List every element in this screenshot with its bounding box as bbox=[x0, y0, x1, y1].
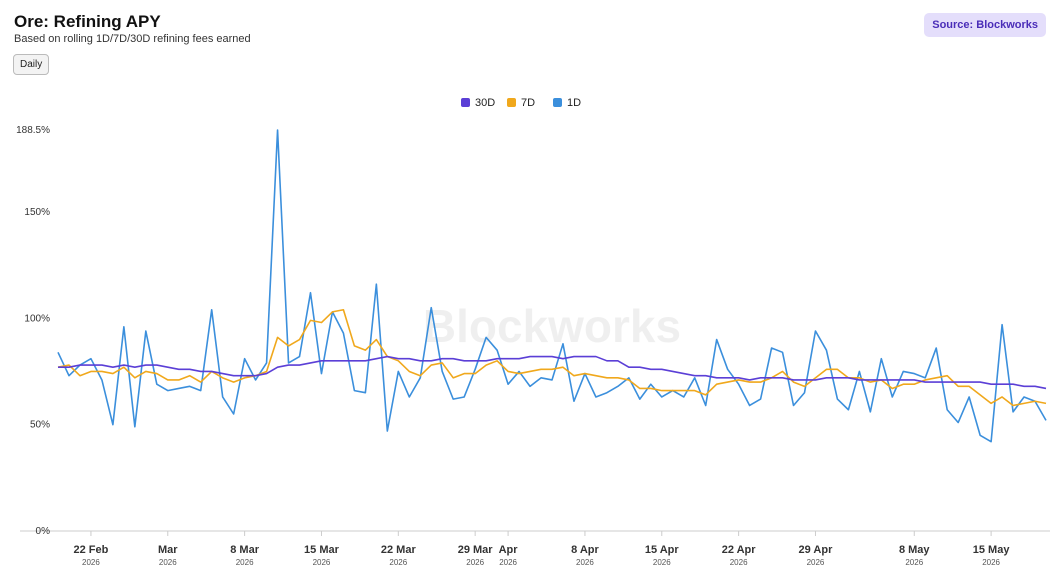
x-tick-label: Mar bbox=[158, 544, 178, 556]
legend-swatch bbox=[461, 98, 470, 107]
legend-label: 30D bbox=[475, 97, 495, 109]
x-tick-label: 15 Mar bbox=[304, 544, 340, 556]
chart-title: Ore: Refining APY bbox=[14, 12, 161, 31]
x-tick-year: 2026 bbox=[730, 558, 748, 567]
source-badge[interactable]: Source: Blockworks bbox=[924, 13, 1046, 37]
y-tick-label: 100% bbox=[24, 313, 50, 324]
x-tick-label: 29 Apr bbox=[799, 544, 834, 556]
x-tick-label: 22 Feb bbox=[74, 544, 109, 556]
x-tick-label: 15 Apr bbox=[645, 544, 680, 556]
x-tick-year: 2026 bbox=[389, 558, 407, 567]
chart-subtitle: Based on rolling 1D/7D/30D refining fees… bbox=[14, 33, 251, 45]
y-tick-label: 150% bbox=[24, 207, 50, 218]
x-tick-year: 2026 bbox=[466, 558, 484, 567]
x-tick-label: 15 May bbox=[973, 544, 1011, 556]
x-tick-label: 29 Mar bbox=[458, 544, 494, 556]
x-tick-label: Apr bbox=[499, 544, 519, 556]
legend-label: 1D bbox=[567, 97, 581, 109]
legend-swatch bbox=[507, 98, 516, 107]
x-tick-label: 8 Apr bbox=[571, 544, 599, 556]
y-tick-label: 0% bbox=[36, 526, 51, 537]
y-tick-label: 50% bbox=[30, 420, 50, 431]
x-tick-year: 2026 bbox=[982, 558, 1000, 567]
x-tick-year: 2026 bbox=[576, 558, 594, 567]
x-tick-year: 2026 bbox=[807, 558, 825, 567]
x-tick-year: 2026 bbox=[905, 558, 923, 567]
series-line bbox=[58, 355, 1047, 390]
x-tick-year: 2026 bbox=[236, 558, 254, 567]
legend-label: 7D bbox=[521, 97, 535, 109]
x-tick-year: 2026 bbox=[159, 558, 177, 567]
x-tick-year: 2026 bbox=[653, 558, 671, 567]
x-tick-year: 2026 bbox=[313, 558, 331, 567]
y-tick-label: 188.5% bbox=[16, 125, 50, 136]
x-tick-label: 22 Mar bbox=[381, 544, 417, 556]
watermark: Blockworks bbox=[423, 300, 681, 352]
x-tick-year: 2026 bbox=[82, 558, 100, 567]
interval-button[interactable]: Daily bbox=[13, 54, 50, 75]
series-line bbox=[57, 129, 1047, 443]
x-tick-label: 8 May bbox=[899, 544, 930, 556]
legend-swatch bbox=[553, 98, 562, 107]
x-tick-year: 2026 bbox=[499, 558, 517, 567]
x-tick-label: 8 Mar bbox=[230, 544, 259, 556]
x-tick-label: 22 Apr bbox=[722, 544, 757, 556]
